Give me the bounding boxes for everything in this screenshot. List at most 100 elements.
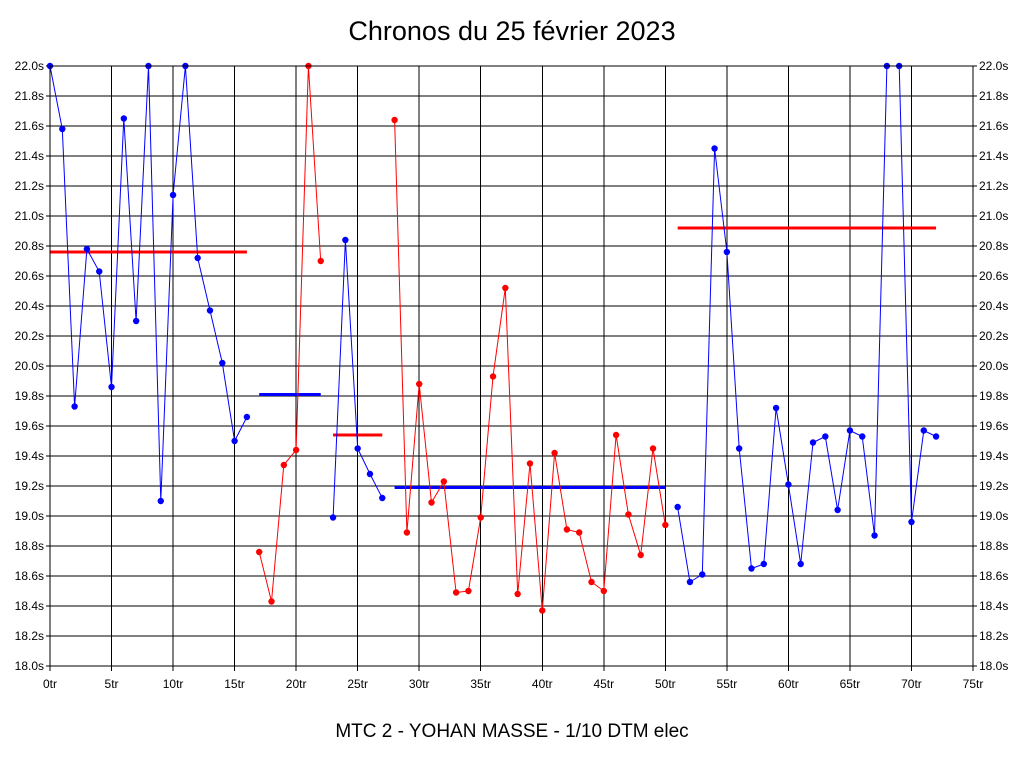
y-tick-label-right: 20.0s — [979, 359, 1008, 373]
data-point — [526, 460, 534, 467]
chart-subtitle: MTC 2 - YOHAN MASSE - 1/10 DTM elec — [335, 721, 689, 742]
x-tick-label: 70tr — [901, 677, 922, 691]
y-tick-label-left: 18.4s — [15, 599, 44, 613]
x-tick-label: 5tr — [105, 677, 119, 691]
y-tick-label-left: 19.4s — [15, 449, 44, 463]
data-point — [649, 445, 657, 452]
data-point — [71, 403, 78, 410]
y-tick-label-right: 20.4s — [979, 299, 1008, 313]
data-point — [575, 529, 583, 536]
x-tick-label: 50tr — [655, 677, 676, 691]
data-point — [231, 437, 238, 445]
data-point — [465, 587, 472, 595]
data-point — [539, 607, 546, 614]
data-point — [920, 427, 927, 434]
data-points — [46, 62, 940, 614]
y-tick-label-right: 19.0s — [979, 509, 1008, 523]
y-tick-label-left: 18.6s — [15, 569, 44, 583]
data-point — [342, 236, 349, 244]
y-tick-label-left: 21.4s — [15, 149, 44, 163]
x-tick-label: 30tr — [409, 677, 430, 691]
y-tick-label-right: 22.0s — [979, 59, 1008, 73]
data-point — [797, 560, 804, 568]
data-point — [83, 245, 91, 253]
data-point — [908, 518, 915, 526]
data-point — [871, 532, 878, 539]
data-point — [416, 380, 423, 388]
data-point — [551, 449, 558, 457]
x-tick-label: 10tr — [163, 677, 184, 691]
data-point — [711, 145, 718, 152]
data-point — [859, 433, 866, 440]
x-tick-label: 60tr — [778, 677, 799, 691]
data-point — [206, 307, 214, 314]
y-tick-label-left: 19.2s — [15, 479, 44, 493]
y-tick-label-left: 21.8s — [15, 89, 44, 103]
y-tick-label-right: 21.2s — [979, 179, 1008, 193]
y-tick-label-left: 18.0s — [15, 659, 44, 673]
data-point — [637, 551, 644, 559]
data-point — [686, 578, 694, 586]
data-point — [699, 571, 706, 578]
data-point — [169, 191, 177, 199]
data-point — [748, 565, 755, 572]
data-point — [489, 373, 497, 380]
y-tick-label-right: 21.0s — [979, 209, 1008, 223]
data-point — [625, 511, 632, 518]
data-point — [588, 578, 595, 586]
y-tick-label-left: 19.0s — [15, 509, 44, 523]
x-tick-label: 0tr — [43, 677, 57, 691]
average-lines — [50, 226, 937, 489]
y-tick-label-right: 21.8s — [979, 89, 1008, 103]
y-tick-label-left: 21.2s — [15, 179, 44, 193]
y-tick-label-left: 18.8s — [15, 539, 44, 553]
data-point — [317, 257, 324, 265]
y-tick-label-left: 20.2s — [15, 329, 44, 343]
y-tick-label-left: 21.0s — [15, 209, 44, 223]
data-point — [452, 589, 460, 596]
y-tick-label-right: 19.6s — [979, 419, 1008, 433]
plot-frame — [49, 65, 974, 667]
y-tick-label-left: 18.2s — [15, 629, 44, 643]
x-tick-label: 40tr — [532, 677, 553, 691]
data-point — [108, 383, 115, 391]
series-line — [258, 65, 322, 602]
chart-title: Chronos du 25 février 2023 — [348, 16, 676, 46]
y-tick-label-right: 19.8s — [979, 389, 1008, 403]
y-tick-label-right: 21.4s — [979, 149, 1008, 163]
data-point — [329, 514, 337, 521]
grid-lines — [46, 65, 977, 671]
series-line — [677, 65, 937, 583]
y-tick-label-left: 21.6s — [15, 119, 44, 133]
data-point — [194, 254, 201, 262]
y-tick-label-left: 20.6s — [15, 269, 44, 283]
data-point — [809, 439, 817, 446]
y-tick-label-right: 19.2s — [979, 479, 1008, 493]
x-tick-label: 45tr — [593, 677, 614, 691]
data-point — [391, 116, 398, 124]
x-tick-label: 20tr — [286, 677, 307, 691]
data-point — [256, 548, 263, 556]
data-point — [674, 503, 681, 511]
series-line — [49, 65, 248, 502]
data-point — [219, 359, 226, 367]
data-point — [723, 248, 731, 256]
y-tick-label-right: 20.6s — [979, 269, 1008, 283]
y-tick-label-right: 18.0s — [979, 659, 1008, 673]
data-point — [59, 125, 66, 133]
data-point — [514, 590, 521, 598]
data-point — [772, 404, 780, 412]
y-tick-label-left: 20.4s — [15, 299, 44, 313]
data-point — [243, 413, 251, 421]
data-point — [760, 560, 767, 568]
data-point — [662, 521, 669, 529]
data-point — [120, 115, 128, 122]
data-point — [785, 481, 792, 488]
data-point — [379, 494, 386, 502]
x-tick-label: 55tr — [717, 677, 738, 691]
data-point — [403, 529, 411, 536]
y-tick-label-left: 19.6s — [15, 419, 44, 433]
x-tick-label: 75tr — [963, 677, 984, 691]
data-point — [822, 433, 829, 440]
y-tick-label-right: 21.6s — [979, 119, 1008, 133]
